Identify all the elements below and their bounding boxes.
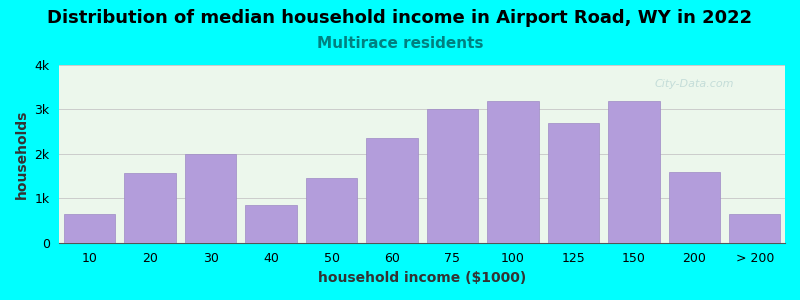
Bar (366, 138, 418, 243)
Text: Multirace residents: Multirace residents (317, 36, 483, 51)
Bar (306, 178, 357, 243)
Text: City-Data.com: City-Data.com (654, 79, 734, 89)
Bar (608, 100, 659, 243)
Bar (548, 123, 599, 243)
Bar (426, 110, 478, 243)
Bar (246, 205, 297, 243)
Text: Distribution of median household income in Airport Road, WY in 2022: Distribution of median household income … (47, 9, 753, 27)
Bar (64, 214, 115, 243)
Bar (669, 172, 720, 243)
Bar (729, 214, 781, 243)
X-axis label: household income ($1000): household income ($1000) (318, 271, 526, 285)
Bar (125, 172, 176, 243)
Bar (185, 154, 236, 243)
Y-axis label: households: households (15, 109, 29, 199)
Bar (487, 100, 538, 243)
